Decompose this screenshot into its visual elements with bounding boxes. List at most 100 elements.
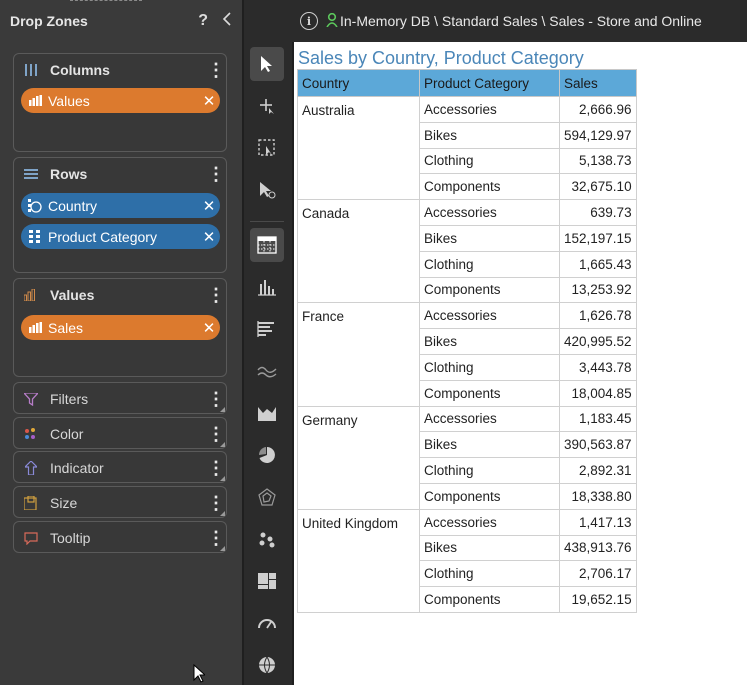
sales-cell[interactable]: 152,197.15 — [559, 224, 637, 252]
drill-pointer-icon[interactable] — [250, 173, 284, 207]
sales-cell[interactable]: 594,129.97 — [559, 121, 637, 149]
category-cell[interactable]: Bikes — [419, 431, 560, 459]
resize-grip[interactable] — [70, 0, 142, 2]
color-zone-label: Color — [50, 426, 84, 442]
product-category-pill[interactable]: Product Category ✕ — [21, 224, 220, 249]
info-icon[interactable]: i — [300, 12, 318, 30]
color-menu-icon[interactable]: ⋮ — [207, 424, 225, 444]
remove-country-icon[interactable]: ✕ — [202, 197, 216, 215]
category-cell[interactable]: Accessories — [419, 405, 560, 433]
category-cell[interactable]: Clothing — [419, 250, 560, 278]
rows-menu-icon[interactable]: ⋮ — [207, 164, 225, 184]
category-cell[interactable]: Clothing — [419, 457, 560, 484]
sales-cell[interactable]: 438,913.76 — [559, 534, 637, 562]
sales-cell[interactable]: 2,892.31 — [559, 457, 637, 484]
sales-cell[interactable]: 1,626.78 — [559, 302, 637, 330]
line-chart-icon[interactable] — [250, 354, 284, 388]
sales-cell[interactable]: 5,138.73 — [559, 147, 637, 175]
sales-cell[interactable]: 18,004.85 — [559, 379, 637, 407]
remove-sales-icon[interactable]: ✕ — [202, 319, 216, 337]
country-cell[interactable]: Canada — [297, 199, 420, 304]
sales-cell[interactable]: 1,417.13 — [559, 508, 637, 536]
category-cell[interactable]: Clothing — [419, 147, 560, 175]
sales-cell[interactable]: 2,666.96 — [559, 96, 637, 123]
columns-menu-icon[interactable]: ⋮ — [207, 60, 225, 80]
sales-cell[interactable]: 2,706.17 — [559, 560, 637, 588]
pie-chart-icon[interactable] — [250, 438, 284, 472]
column-header-sales[interactable]: Sales — [559, 69, 637, 97]
filters-menu-icon[interactable]: ⋮ — [207, 389, 225, 409]
sales-cell[interactable]: 1,183.45 — [559, 405, 637, 433]
select-pointer-icon[interactable] — [250, 47, 284, 81]
category-cell[interactable]: Clothing — [419, 353, 560, 381]
category-cell[interactable]: Components — [419, 276, 560, 304]
country-cell[interactable]: Australia — [297, 95, 420, 201]
help-icon[interactable]: ? — [198, 12, 208, 29]
column-header-product-category[interactable]: Product Category — [419, 69, 560, 97]
tooltip-zone[interactable]: Tooltip ⋮ — [13, 521, 227, 553]
values-menu-icon[interactable]: ⋮ — [207, 285, 225, 305]
map-icon[interactable] — [250, 648, 284, 682]
radar-chart-icon[interactable] — [250, 480, 284, 514]
geo-hierarchy-icon — [28, 198, 42, 213]
tooltip-menu-icon[interactable]: ⋮ — [207, 528, 225, 548]
collapse-panel-icon[interactable] — [222, 11, 232, 31]
values-zone[interactable]: Values ⋮ Sales ✕ — [13, 278, 227, 377]
country-cell[interactable]: United Kingdom — [297, 508, 420, 613]
treemap-icon[interactable] — [250, 564, 284, 598]
category-cell[interactable]: Bikes — [419, 534, 560, 562]
table-row: Germany Accessories 1,183.45 — [297, 405, 637, 510]
sales-cell[interactable]: 19,652.15 — [559, 586, 637, 613]
marquee-select-icon[interactable] — [250, 131, 284, 165]
sales-pill[interactable]: Sales ✕ — [21, 315, 220, 340]
report-title[interactable]: Sales by Country, Product Category — [298, 48, 584, 68]
country-cell[interactable]: France — [297, 302, 420, 407]
visual-toolbar — [242, 0, 292, 685]
category-cell[interactable]: Components — [419, 586, 560, 613]
sales-cell[interactable]: 13,253.92 — [559, 276, 637, 304]
column-chart-icon[interactable] — [250, 270, 284, 304]
remove-values-icon[interactable]: ✕ — [202, 92, 216, 110]
category-cell[interactable]: Components — [419, 173, 560, 201]
indicator-menu-icon[interactable]: ⋮ — [207, 458, 225, 478]
scatter-chart-icon[interactable] — [250, 522, 284, 556]
sales-cell[interactable]: 1,665.43 — [559, 250, 637, 278]
remove-product-category-icon[interactable]: ✕ — [202, 228, 216, 246]
speech-bubble-icon — [22, 529, 40, 547]
indicator-zone[interactable]: Indicator ⋮ — [13, 451, 227, 483]
category-cell[interactable]: Components — [419, 379, 560, 407]
table-icon[interactable] — [250, 228, 284, 262]
size-zone[interactable]: Size ⋮ — [13, 486, 227, 518]
category-cell[interactable]: Accessories — [419, 302, 560, 330]
sales-cell[interactable]: 3,443.78 — [559, 353, 637, 381]
sales-cell[interactable]: 420,995.52 — [559, 328, 637, 355]
category-cell[interactable]: Accessories — [419, 508, 560, 536]
palette-icon — [22, 425, 40, 443]
country-cell[interactable]: Germany — [297, 405, 420, 510]
sales-cell[interactable]: 18,338.80 — [559, 482, 637, 510]
color-zone[interactable]: Color ⋮ — [13, 417, 227, 449]
data-table[interactable]: Country Product Category Sales Australia… — [297, 69, 637, 613]
sales-cell[interactable]: 639.73 — [559, 199, 637, 226]
sales-cell[interactable]: 390,563.87 — [559, 431, 637, 459]
column-header-country[interactable]: Country — [297, 69, 420, 97]
filters-zone[interactable]: Filters ⋮ — [13, 382, 227, 414]
gauge-icon[interactable] — [250, 606, 284, 640]
category-cell[interactable]: Accessories — [419, 199, 560, 226]
rows-zone[interactable]: Rows ⋮ Country ✕ Product Category ✕ — [13, 157, 227, 273]
category-cell[interactable]: Accessories — [419, 96, 560, 123]
category-cell[interactable]: Bikes — [419, 224, 560, 252]
category-cell[interactable]: Components — [419, 482, 560, 510]
bar-chart-icon[interactable] — [250, 312, 284, 346]
columns-zone[interactable]: Columns ⋮ Values ✕ — [13, 53, 227, 152]
breadcrumb[interactable]: In-Memory DB \ Standard Sales \ Sales - … — [340, 13, 702, 29]
values-pill[interactable]: Values ✕ — [21, 88, 220, 113]
area-chart-icon[interactable] — [250, 396, 284, 430]
sales-cell[interactable]: 32,675.10 — [559, 173, 637, 201]
country-pill[interactable]: Country ✕ — [21, 193, 220, 218]
category-cell[interactable]: Bikes — [419, 328, 560, 355]
add-point-icon[interactable] — [250, 89, 284, 123]
category-cell[interactable]: Bikes — [419, 121, 560, 149]
category-cell[interactable]: Clothing — [419, 560, 560, 588]
size-menu-icon[interactable]: ⋮ — [207, 493, 225, 513]
